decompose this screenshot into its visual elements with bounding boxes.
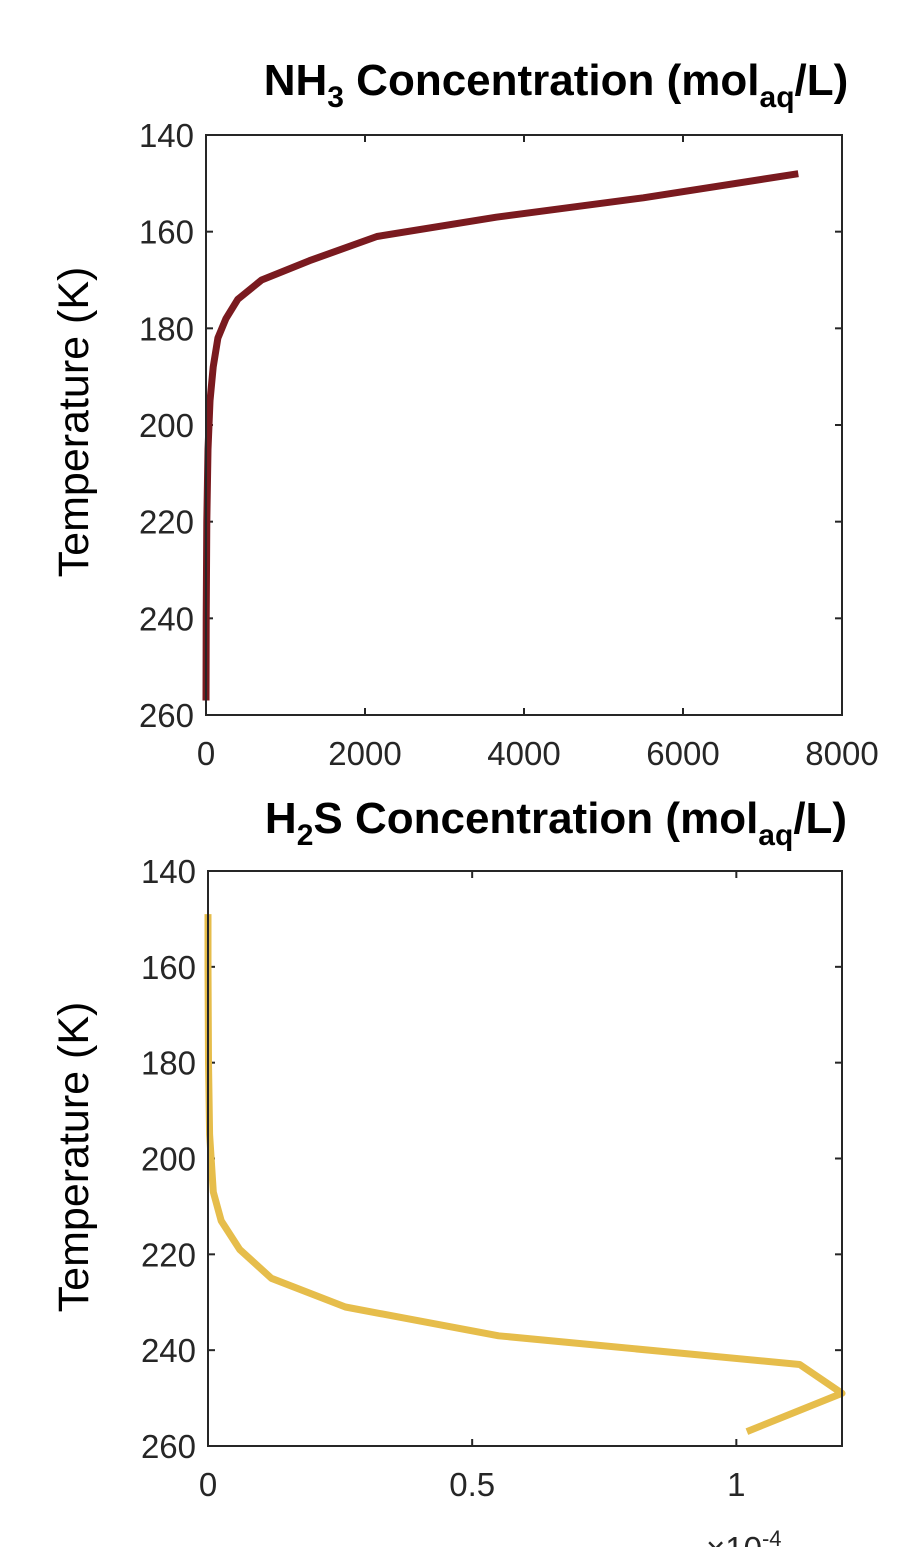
y-axis-label: Temperature (K) (50, 267, 98, 578)
y-axis-label: Temperature (K) (50, 1002, 98, 1313)
y-tick-label: 160 (139, 214, 194, 251)
x-tick-label: 6000 (646, 735, 719, 772)
x-tick-label: 4000 (487, 735, 560, 772)
y-tick-label: 220 (141, 1236, 196, 1273)
y-tick-label: 240 (139, 600, 194, 637)
nh3-panel: NH3 Concentration (molaq/L) Temperature … (50, 56, 879, 772)
y-tick-label: 180 (139, 310, 194, 347)
y-tick-label: 200 (139, 407, 194, 444)
y-tick-label: 160 (141, 949, 196, 986)
x-tick-label: 8000 (805, 735, 878, 772)
x-tick-label: 0 (199, 1466, 217, 1503)
h2s-panel: H2S Concentration (molaq/L) Temperature … (50, 794, 847, 1547)
series-line (202, 170, 799, 701)
y-tick-label: 220 (139, 504, 194, 541)
x-tick-label: 0.5 (449, 1466, 495, 1503)
chart-title: H2S Concentration (molaq/L) (265, 794, 847, 852)
x-exponent-label: ×10-4 (706, 1526, 782, 1547)
chart-title: NH3 Concentration (molaq/L) (264, 56, 849, 114)
y-tick-label: 180 (141, 1045, 196, 1082)
y-tick-label: 140 (141, 853, 196, 890)
x-tick-label: 0 (197, 735, 215, 772)
plot-frame (207, 870, 843, 1447)
y-tick-label: 240 (141, 1332, 196, 1369)
series-line (204, 914, 846, 1435)
y-tick-label: 260 (139, 697, 194, 734)
y-tick-label: 200 (141, 1141, 196, 1178)
x-tick-label: 1 (727, 1466, 745, 1503)
x-tick-label: 2000 (328, 735, 401, 772)
y-tick-label: 140 (139, 117, 194, 154)
plot-frame (205, 134, 843, 716)
y-tick-label: 260 (141, 1428, 196, 1465)
